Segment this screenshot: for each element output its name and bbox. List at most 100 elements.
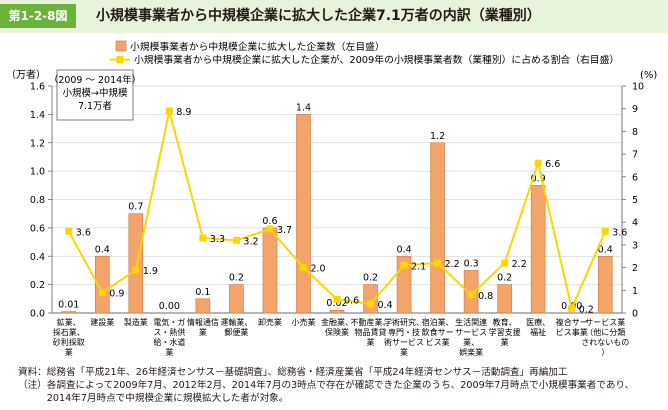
bar-value-label: 0.2 (363, 273, 378, 284)
share-line-marker (199, 234, 207, 242)
bar-value-label: 0.2 (497, 273, 512, 284)
share-line-value-label: 0.4 (378, 300, 393, 311)
right-axis-tick-label: 10 (632, 82, 644, 93)
legend-bar-swatch (115, 40, 127, 52)
share-line-value-label: 0.6 (344, 295, 359, 306)
left-axis-tick-label: 1.6 (30, 82, 45, 93)
annotation-text: 小規模→中規模 (63, 87, 128, 99)
right-axis-tick-label: 3 (632, 240, 638, 251)
right-axis-tick-label: 7 (632, 150, 638, 161)
share-line-marker (333, 295, 341, 303)
share-line-value-label: 0.8 (478, 291, 493, 302)
bar-value-label: 0.4 (95, 244, 110, 255)
share-line-value-label: 3.6 (76, 227, 91, 238)
category-label: 教育、学習支援業 (489, 317, 521, 347)
share-line-value-label: 6.6 (545, 159, 560, 170)
share-line-value-label: 0.9 (109, 289, 124, 300)
bar-value-label: 0.1 (195, 287, 210, 298)
bar-value-label: 0.4 (397, 244, 412, 255)
share-line-marker (601, 227, 609, 235)
bar (94, 255, 110, 314)
right-axis-tick-label: 0 (632, 309, 638, 320)
bar (329, 309, 345, 314)
bar-value-label: 1.4 (296, 102, 311, 113)
chart: 小規模事業者から中規模企業に拡大した企業数（左目盛）小規模事業者から中規模企業に… (6, 40, 657, 357)
left-axis-unit: （万者） (6, 69, 46, 81)
bar (597, 255, 613, 314)
share-line-marker (165, 107, 173, 115)
share-line-value-label: 2.2 (512, 259, 527, 270)
annotation-box (56, 69, 134, 121)
category-label: 不動産業、物品賃貸業 (351, 317, 391, 347)
share-line-value-label: 8.9 (176, 107, 191, 118)
share-line-marker (65, 227, 73, 235)
category-label: 情報通信業 (187, 317, 219, 337)
bar-value-label: 0.3 (464, 258, 479, 269)
bar-value-label: 0.2 (229, 273, 244, 284)
share-line-marker (299, 264, 307, 272)
category-label: 小売業 (291, 317, 315, 327)
share-line-marker (266, 225, 274, 233)
left-axis-tick-label: 1.4 (30, 110, 45, 121)
bar-value-label: 0.01 (58, 300, 79, 311)
category-label: 複合サービス事業 (556, 317, 588, 337)
share-line-value-label: 1.9 (143, 266, 158, 277)
right-axis-tick-label: 4 (632, 218, 638, 229)
category-label: 学術研究、専門・技術サービス業 (384, 317, 424, 357)
bar (229, 284, 244, 314)
left-axis-tick-label: 0.8 (30, 195, 45, 206)
notes: 資料：総務省「平成21年、26年経済センサス－基礎調査」、総務省・経済産業省「平… (18, 366, 666, 405)
share-line-marker (467, 291, 475, 299)
share-line-value-label: 0.2 (579, 304, 594, 315)
figure-header: 第1-2-8図 小規模事業者から中規模企業に拡大した企業7.1万者の内訳（業種別… (0, 0, 668, 33)
right-axis-tick-label: 5 (632, 195, 638, 206)
share-line-marker (400, 261, 408, 269)
category-label: サービス業（他に分類されないもの） (581, 317, 629, 357)
right-axis-tick-label: 9 (632, 104, 638, 115)
share-line-value-label: 3.6 (612, 227, 627, 238)
bar (296, 114, 311, 314)
bar (262, 227, 278, 314)
bar (128, 213, 144, 314)
right-axis-unit: (%) (640, 70, 657, 81)
category-label: 建設業 (90, 317, 114, 327)
bar-value-label: 0.7 (128, 202, 143, 213)
left-axis-tick-label: 0.6 (30, 223, 45, 234)
category-label: 鉱業、採石業、砂利採取業 (53, 317, 85, 357)
category-label: 卸売業 (258, 317, 282, 327)
right-axis-tick-label: 1 (632, 286, 638, 297)
right-axis-tick-label: 8 (632, 127, 638, 138)
category-label: 生活関連サービス業、娯楽業 (455, 317, 487, 357)
bar (195, 298, 211, 314)
right-axis-tick-label: 6 (632, 172, 638, 183)
share-line-value-label: 2.1 (411, 261, 426, 272)
note-remark: （注）各調査によって2009年7月、2012年2月、2014年7月の3時点で存在… (18, 380, 635, 391)
bar-value-label: 0.02 (326, 298, 347, 309)
bar-value-label: 1.2 (430, 131, 445, 142)
figure-number-badge: 第1-2-8図 (0, 4, 76, 28)
legend-line-marker (116, 56, 124, 63)
bar (61, 311, 77, 314)
category-label: 医療、福祉 (526, 317, 550, 337)
share-line-marker (98, 289, 106, 297)
share-line-marker (132, 266, 140, 274)
share-line-value-label: 3.7 (277, 225, 292, 236)
share-line-marker (232, 236, 240, 244)
note-remark-continued: 2014年7月時点で中規模企業に規模拡大した者が対象。 (18, 393, 289, 404)
share-line (67, 110, 607, 312)
category-label: 電気・ガス・熱供給・水道業 (153, 317, 185, 357)
figure-title: 小規模事業者から中規模企業に拡大した企業7.1万者の内訳（業種別） (96, 8, 541, 24)
bar-value-label: 0.00 (159, 301, 180, 312)
legend-line-label: 小規模事業者から中規模企業に拡大した企業が、2009年の小規模事業者数（業種別）… (134, 53, 619, 66)
bar-value-label: 0.6 (262, 216, 277, 227)
left-axis-tick-label: 0.4 (30, 252, 45, 263)
legend-bar-label: 小規模事業者から中規模企業に拡大した企業数（左目盛） (130, 40, 385, 53)
note-source: 資料：総務省「平成21年、26年経済センサス－基礎調査」、総務省・経済産業省「平… (18, 367, 568, 378)
category-label: 運輸業、郵便業 (220, 317, 252, 337)
category-label: 製造業 (124, 317, 148, 327)
bar (430, 142, 445, 314)
share-line-value-label: 2.0 (310, 264, 325, 275)
annotation-text: （2009 〜 2014年） (49, 74, 141, 86)
share-line-marker (434, 259, 442, 267)
share-line-marker (367, 300, 375, 308)
